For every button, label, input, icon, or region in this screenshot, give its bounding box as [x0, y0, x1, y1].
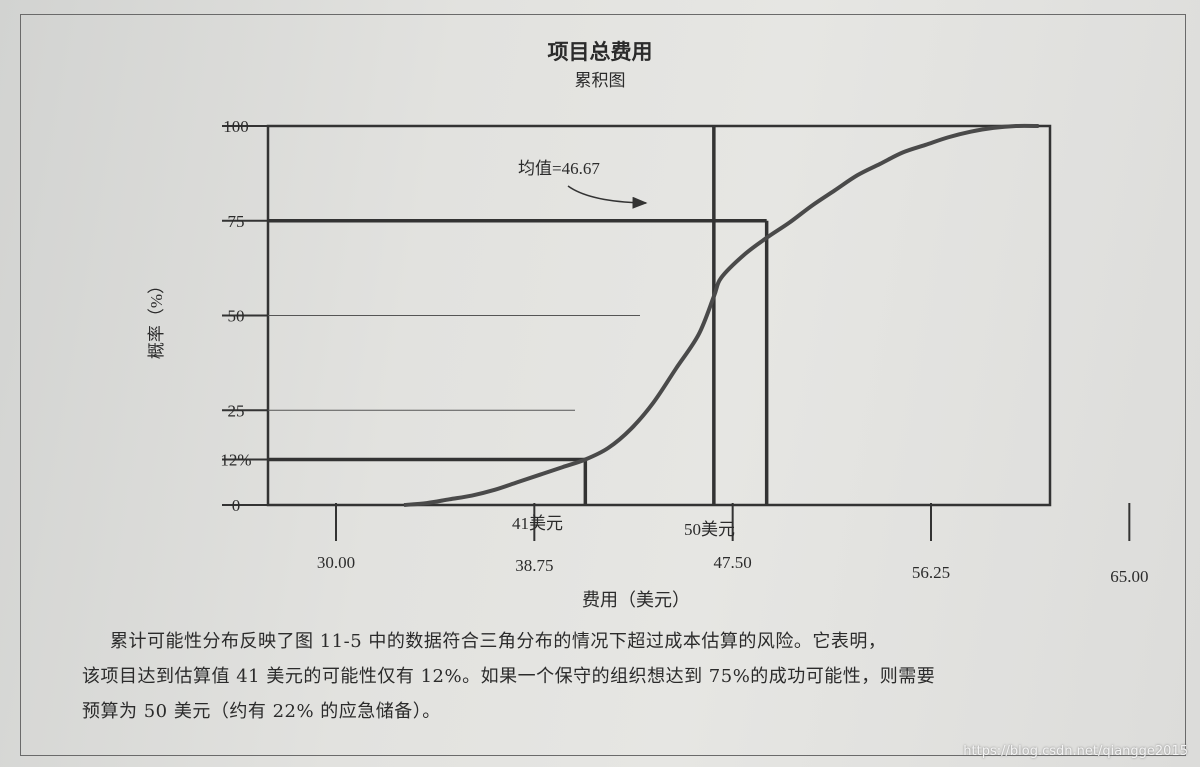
chart-subtitle: 累积图 [574, 71, 626, 91]
mean-annotation: 均值=46.67 [518, 159, 600, 178]
x-tick-label: 56.25 [912, 563, 950, 582]
marker-label-50: 50美元 [684, 520, 735, 539]
y-tick-label: 0 [232, 496, 241, 515]
marker-label-41: 41美元 [512, 514, 563, 533]
mean-annotation-arrow [567, 185, 648, 209]
cumulative-curve [403, 123, 1039, 507]
x-tick-label: 30.00 [317, 553, 355, 572]
watermark-url: https://blog.csdn.net/qiangge2015 [963, 744, 1188, 759]
x-axis-label: 费用（美元） [582, 590, 690, 610]
caption-line-1: 累计可能性分布反映了图 11-5 中的数据符合三角分布的情况下超过成本估算的风险… [110, 631, 887, 652]
y-tick-label: 25 [228, 401, 245, 420]
caption-line-2: 该项目达到估算值 41 美元的可能性仅有 12%。如果一个保守的组织想达到 75… [82, 666, 936, 687]
x-tick-label: 38.75 [515, 556, 553, 575]
figure-frame [20, 14, 1186, 756]
caption: 累计可能性分布反映了图 11-5 中的数据符合三角分布的情况下超过成本估算的风险… [82, 624, 1122, 729]
x-tick-label: 65.00 [1110, 567, 1148, 586]
y-tick-label: 100 [223, 117, 249, 136]
x-tick-label: 47.50 [714, 553, 752, 572]
caption-line-3: 预算为 50 美元（约有 22% 的应急储备）。 [82, 701, 441, 722]
chart-title: 项目总费用 [547, 40, 653, 64]
y-axis-label: 概率（%） [147, 277, 166, 359]
y-tick-label: 50 [228, 307, 245, 326]
y-tick-label: 12% [220, 451, 251, 470]
y-tick-label: 75 [228, 212, 245, 231]
